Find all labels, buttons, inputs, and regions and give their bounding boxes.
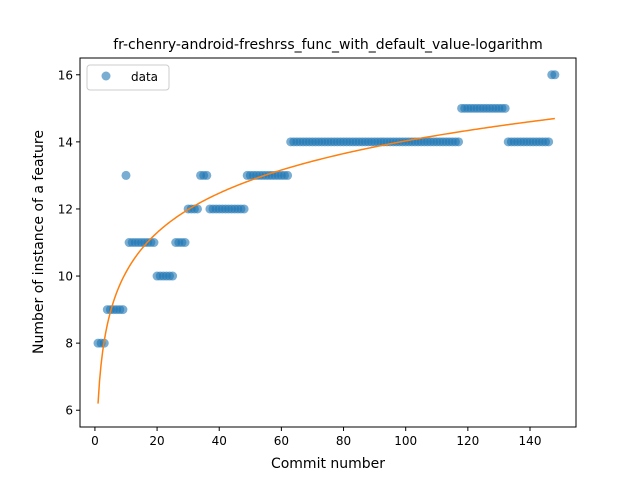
data-point <box>168 271 178 281</box>
y-tick-label: 16 <box>58 68 73 82</box>
data-point <box>550 70 560 80</box>
legend: data <box>86 64 170 91</box>
x-tick-label: 100 <box>394 434 417 448</box>
data-point <box>192 204 202 214</box>
x-tick-label: 60 <box>274 434 289 448</box>
data-point <box>149 238 159 247</box>
y-tick-label: 10 <box>58 270 73 284</box>
chart-title: fr-chenry-android-freshrss_func_with_def… <box>113 37 543 53</box>
data-point <box>454 137 464 147</box>
data-point <box>544 137 554 147</box>
y-tick-label: 6 <box>65 404 73 418</box>
y-axis-label: Number of instance of a feature <box>31 130 47 354</box>
data-point <box>283 170 293 180</box>
y-tick-label: 8 <box>65 337 73 351</box>
legend-box <box>86 64 170 91</box>
x-tick-label: 120 <box>456 434 479 448</box>
legend-label-data: data <box>131 70 158 84</box>
x-axis-label: Commit number <box>271 456 385 472</box>
y-tick-label: 14 <box>58 135 73 149</box>
data-point <box>118 305 128 315</box>
data-point <box>239 204 249 214</box>
plot-area <box>93 70 560 404</box>
data-point <box>180 238 190 247</box>
y-tick-label: 12 <box>58 202 73 216</box>
axes-frame <box>79 57 577 428</box>
x-tick-label: 140 <box>519 434 542 448</box>
legend-marker-data <box>101 71 111 81</box>
x-tick-label: 20 <box>149 434 164 448</box>
fit-line <box>97 117 555 404</box>
x-tick-label: 40 <box>212 434 227 448</box>
data-point <box>202 170 212 180</box>
y-axis-ticks: 6 8 10 12 14 16 <box>58 68 80 418</box>
data-point <box>121 170 131 180</box>
x-tick-label: 80 <box>336 434 351 448</box>
data-point <box>500 103 510 113</box>
x-axis-ticks: 0 20 40 60 80 100 120 140 <box>91 427 541 448</box>
x-tick-label: 0 <box>91 434 99 448</box>
